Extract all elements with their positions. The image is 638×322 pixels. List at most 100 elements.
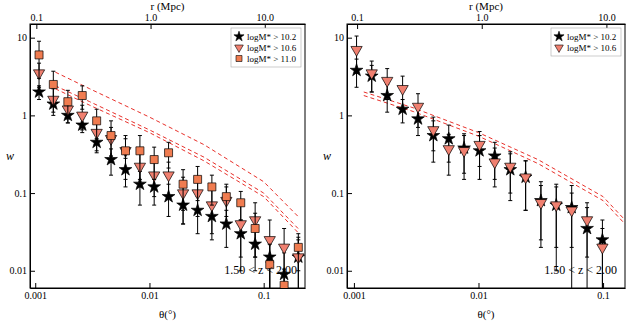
error-bar-cap (508, 200, 512, 201)
error-bar-line (602, 228, 603, 288)
error-bar-cap (66, 118, 70, 119)
series (351, 36, 608, 288)
error-bar-cap (296, 233, 300, 234)
error-bar-cap (66, 122, 70, 123)
data-point (597, 244, 608, 254)
tick-mark (30, 193, 35, 194)
data-point (194, 175, 202, 183)
error-bar-cap (554, 184, 558, 185)
error-bar-cap (524, 160, 528, 161)
y-axis-title: w (323, 149, 331, 163)
tick-label: 1 (339, 110, 344, 121)
tick-label: 10 (334, 32, 344, 43)
error-bar-cap (253, 213, 257, 214)
error-bar-cap (224, 184, 228, 185)
tick: 10 (334, 32, 352, 43)
data-point (278, 244, 289, 254)
error-bar-cap (385, 68, 389, 69)
error-bar-cap (478, 166, 482, 167)
tick-mark (603, 283, 604, 288)
data-point (163, 172, 174, 182)
error-bar-cap (268, 244, 272, 245)
error-bar (123, 136, 127, 180)
x2-axis-title: r (Mpc) (469, 0, 503, 13)
data-point (294, 243, 302, 251)
tick-mark (264, 283, 265, 288)
error-bar-cap (447, 125, 451, 126)
error-bar-cap (539, 181, 543, 182)
error-bar-line (587, 203, 588, 257)
error-bar (51, 71, 55, 106)
error-bar-line (183, 170, 184, 211)
error-bar-cap (385, 112, 389, 113)
error-bar-cap (554, 247, 558, 248)
error-bar-cap (66, 122, 70, 123)
legend-label: logM* > 10.2 (567, 32, 616, 42)
error-bar-cap (570, 193, 574, 194)
error-bar-cap (224, 223, 228, 224)
error-bar-cap (181, 223, 185, 224)
series (33, 85, 305, 288)
error-bar-cap (478, 131, 482, 132)
data-point (150, 156, 158, 164)
tick-mark (357, 24, 358, 29)
model-line (55, 89, 298, 233)
error-bar-line (540, 186, 541, 240)
data-point (64, 98, 72, 106)
tick-mark (30, 271, 35, 272)
plot-area (350, 36, 625, 288)
data-point (93, 117, 101, 125)
data-point (121, 147, 129, 155)
error-bar-cap (167, 216, 171, 217)
model-line (55, 72, 298, 216)
annotation: 1.50 < z < 2.00 (224, 263, 297, 277)
data-point (33, 85, 46, 97)
tick: 0.1 (15, 188, 36, 199)
error-bar-cap (253, 257, 257, 258)
error-bar-cap (109, 120, 113, 121)
x2-axis-line (31, 24, 306, 25)
error-bar-cap (462, 135, 466, 136)
data-point (428, 127, 439, 137)
error-bar-cap (51, 106, 55, 107)
error-bar-line (53, 71, 54, 106)
tick-mark (347, 271, 352, 272)
x-axis-title: θ(°) (159, 308, 176, 321)
error-bar-cap (600, 228, 604, 229)
annotation: 1.50 < z < 2.00 (544, 263, 617, 277)
tick-mark (482, 24, 483, 29)
error-bar-cap (51, 71, 55, 72)
legend-label: logM* > 10.2 (247, 32, 296, 42)
legend: logM* > 10.2logM* > 10.6logM* > 11.0 (231, 28, 301, 67)
tick: 10.0 (257, 12, 275, 29)
error-bar (181, 170, 185, 211)
error-bar-cap (138, 179, 142, 180)
tick: 10.0 (598, 12, 616, 29)
error-bar-line (111, 121, 112, 162)
data-point (366, 70, 377, 80)
error-bar-cap (253, 202, 257, 203)
error-bar-cap (478, 179, 482, 180)
tick: 1 (339, 110, 352, 121)
error-bar-cap (585, 257, 589, 258)
figure: 0.0010.010.10.11.010.00.010.1110θ(°)r (M… (0, 0, 638, 322)
data-point (49, 80, 57, 88)
data-point (77, 112, 88, 122)
error-bar-cap (80, 132, 84, 133)
data-point (551, 202, 562, 212)
x-axis-title: θ(°) (478, 308, 495, 321)
model-line (364, 96, 625, 224)
error-bar-cap (51, 115, 55, 116)
legend-label: logM* > 10.6 (247, 43, 297, 53)
error-bar-cap (570, 185, 574, 186)
error-bar-cap (152, 179, 156, 180)
tick-label: 0.001 (343, 290, 366, 301)
tick-mark (149, 283, 150, 288)
tick-label: 0.001 (24, 290, 47, 301)
error-bar-line (525, 161, 526, 210)
tick: 1.0 (145, 12, 158, 29)
error-bar-line (298, 234, 299, 271)
error-bar-cap (570, 247, 574, 248)
tick-label: 0.01 (141, 290, 159, 301)
error-bar-cap (152, 205, 156, 206)
